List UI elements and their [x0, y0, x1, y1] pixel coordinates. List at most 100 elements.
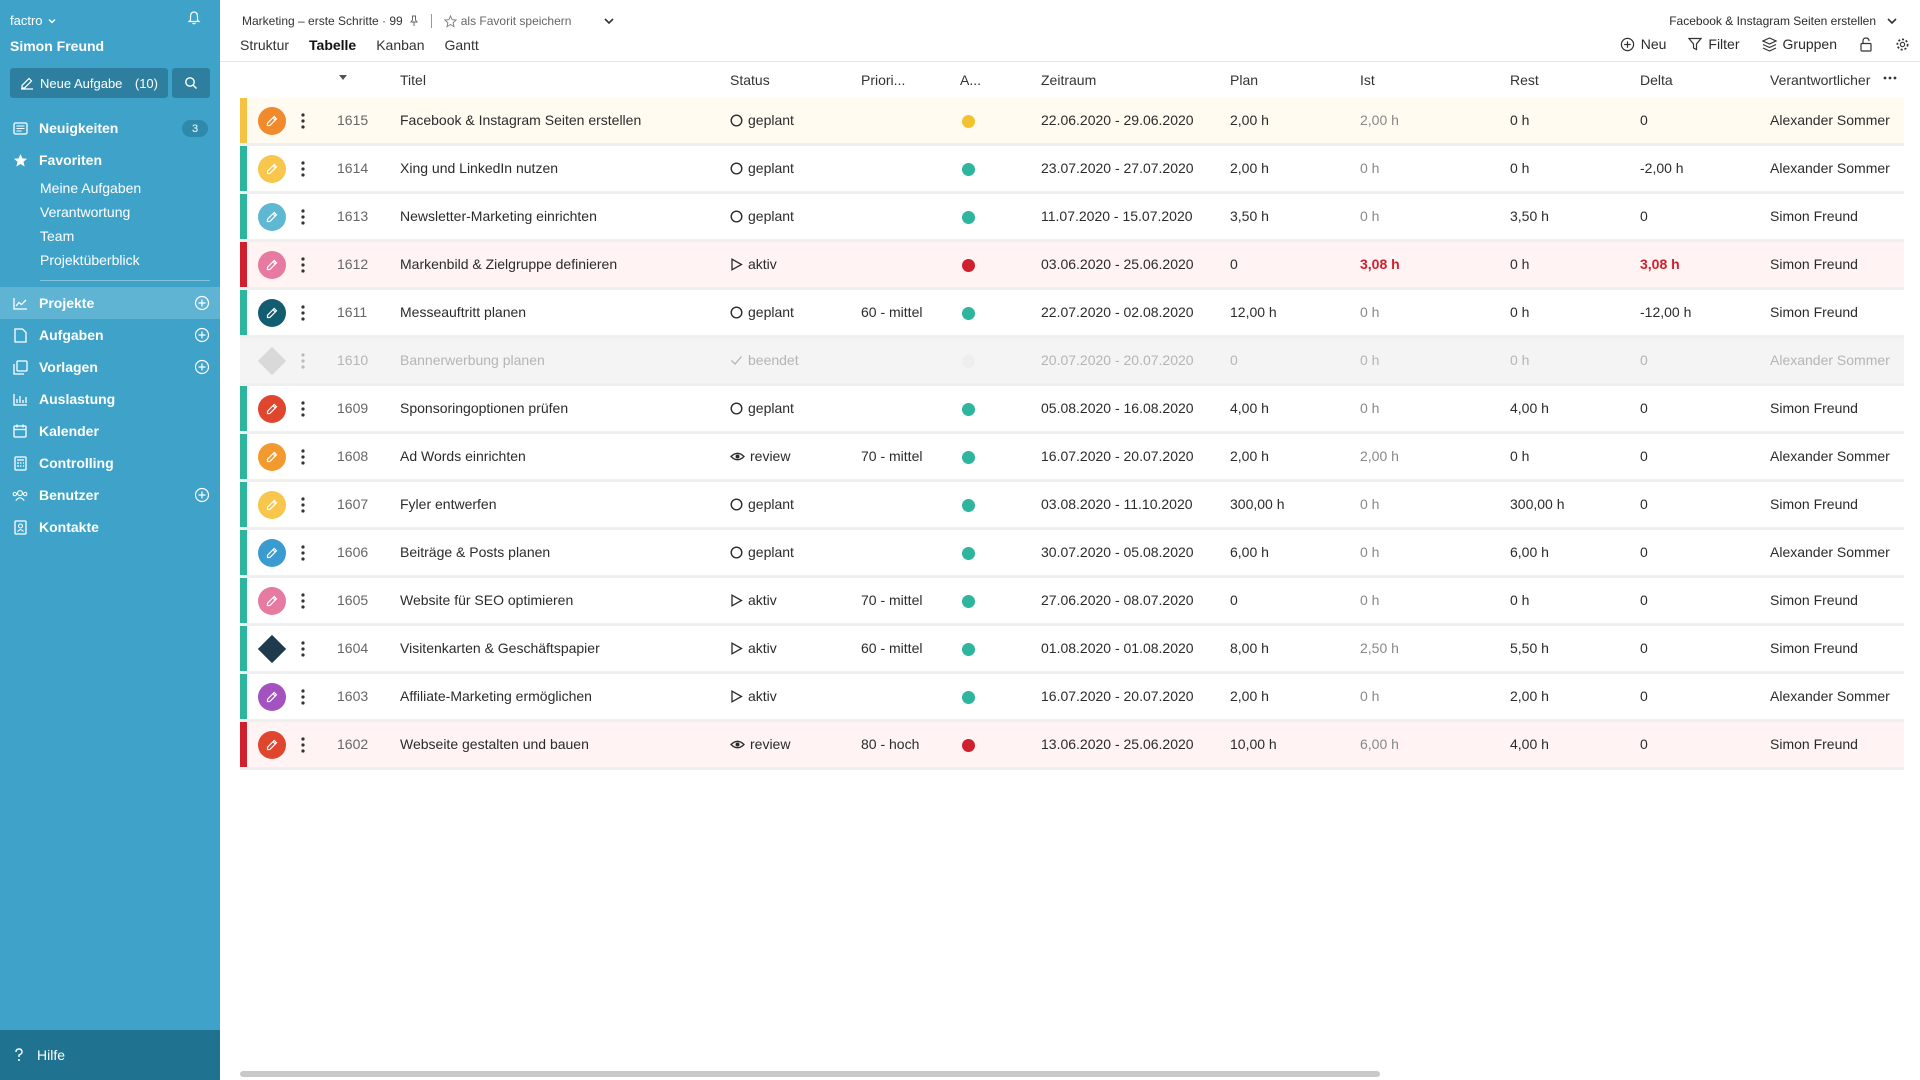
table-row[interactable]: 1614 Xing und LinkedIn nutzen geplant 23…	[240, 146, 1904, 194]
task-status[interactable]: aktiv	[730, 256, 777, 272]
filter-button[interactable]: Filter	[1688, 36, 1740, 52]
task-type-icon[interactable]	[258, 299, 286, 327]
task-type-icon[interactable]	[258, 107, 286, 135]
kebab-menu-icon[interactable]	[300, 351, 306, 371]
task-status[interactable]: geplant	[730, 544, 794, 560]
task-title[interactable]: Messeauftritt planen	[400, 304, 527, 320]
new-button[interactable]: Neu	[1620, 36, 1666, 52]
task-title[interactable]: Webseite gestalten und bauen	[400, 736, 589, 752]
task-type-icon[interactable]	[258, 587, 286, 615]
table-row[interactable]: 1605 Website für SEO optimieren aktiv 70…	[240, 578, 1904, 626]
lock-icon[interactable]	[1859, 36, 1873, 52]
chevron-down-icon[interactable]	[603, 16, 615, 26]
sidebar-subitem-meine-aufgaben[interactable]: Meine Aufgaben	[40, 180, 142, 196]
column-header-ampel[interactable]: A...	[960, 72, 982, 88]
kebab-menu-icon[interactable]	[300, 207, 306, 227]
sidebar-item-kalender[interactable]: Kalender	[0, 415, 220, 447]
task-title[interactable]: Bannerwerbung planen	[400, 352, 545, 368]
task-status[interactable]: geplant	[730, 208, 794, 224]
sidebar-item-favoriten[interactable]: Favoriten	[0, 144, 220, 176]
tab-kanban[interactable]: Kanban	[376, 37, 425, 53]
task-type-icon[interactable]	[258, 155, 286, 183]
task-title[interactable]: Facebook & Instagram Seiten erstellen	[400, 112, 642, 128]
sidebar-subitem-projektueberblick[interactable]: Projektüberblick	[40, 252, 140, 268]
sidebar-search-button[interactable]	[172, 68, 210, 98]
sidebar-item-neuigkeiten[interactable]: Neuigkeiten 3	[0, 112, 220, 144]
task-status[interactable]: geplant	[730, 304, 794, 320]
task-status[interactable]: geplant	[730, 160, 794, 176]
gear-icon[interactable]	[1895, 37, 1910, 52]
tab-tabelle[interactable]: Tabelle	[309, 37, 357, 53]
tab-struktur[interactable]: Struktur	[240, 37, 290, 53]
column-header-titel[interactable]: Titel	[400, 72, 426, 88]
save-favorite-button[interactable]: als Favorit speichern	[443, 14, 571, 28]
task-status[interactable]: aktiv	[730, 688, 777, 704]
kebab-menu-icon[interactable]	[300, 111, 306, 131]
task-type-icon[interactable]	[258, 539, 286, 567]
table-row[interactable]: 1615 Facebook & Instagram Seiten erstell…	[240, 98, 1904, 146]
task-title[interactable]: Ad Words einrichten	[400, 448, 526, 464]
milestone-icon[interactable]	[257, 634, 287, 664]
task-status[interactable]: aktiv	[730, 592, 777, 608]
bell-icon[interactable]	[186, 10, 202, 26]
add-circle-icon[interactable]	[194, 327, 210, 343]
groups-button[interactable]: Gruppen	[1761, 36, 1837, 52]
app-switcher[interactable]: factro	[10, 13, 210, 28]
help-button[interactable]: Hilfe	[0, 1030, 220, 1080]
table-row[interactable]: 1612 Markenbild & Zielgruppe definieren …	[240, 242, 1904, 290]
kebab-menu-icon[interactable]	[300, 543, 306, 563]
task-title[interactable]: Xing und LinkedIn nutzen	[400, 160, 559, 176]
task-title[interactable]: Newsletter-Marketing einrichten	[400, 208, 597, 224]
kebab-menu-icon[interactable]	[300, 447, 306, 467]
column-header-status[interactable]: Status	[730, 72, 770, 88]
table-row[interactable]: 1613 Newsletter-Marketing einrichten gep…	[240, 194, 1904, 242]
milestone-icon[interactable]	[257, 346, 287, 376]
task-type-icon[interactable]	[258, 443, 286, 471]
breadcrumb-project[interactable]: Marketing – erste Schritte · 99	[242, 14, 403, 28]
column-header-prioritaet[interactable]: Priori...	[861, 72, 906, 88]
selected-task-title[interactable]: Facebook & Instagram Seiten erstellen	[1669, 14, 1898, 28]
table-row[interactable]: 1602 Webseite gestalten und bauen review…	[240, 722, 1904, 770]
table-row[interactable]: 1608 Ad Words einrichten review 70 - mit…	[240, 434, 1904, 482]
kebab-menu-icon[interactable]	[300, 639, 306, 659]
table-row[interactable]: 1603 Affiliate-Marketing ermöglichen akt…	[240, 674, 1904, 722]
task-status[interactable]: geplant	[730, 400, 794, 416]
sidebar-item-projekte[interactable]: Projekte	[0, 287, 220, 319]
task-type-icon[interactable]	[258, 731, 286, 759]
table-row[interactable]: 1610 Bannerwerbung planen beendet 20.07.…	[240, 338, 1904, 386]
task-title[interactable]: Website für SEO optimieren	[400, 592, 574, 608]
task-status[interactable]: aktiv	[730, 640, 777, 656]
table-row[interactable]: 1606 Beiträge & Posts planen geplant 30.…	[240, 530, 1904, 578]
task-type-icon[interactable]	[258, 395, 286, 423]
new-task-button[interactable]: Neue Aufgabe (10)	[10, 68, 168, 98]
kebab-menu-icon[interactable]	[300, 159, 306, 179]
task-title[interactable]: Sponsoringoptionen prüfen	[400, 400, 569, 416]
task-type-icon[interactable]	[258, 203, 286, 231]
more-options-icon[interactable]	[1882, 70, 1898, 86]
task-status[interactable]: beendet	[730, 352, 799, 368]
sidebar-item-controlling[interactable]: Controlling	[0, 447, 220, 479]
pin-icon[interactable]	[409, 15, 419, 27]
task-status[interactable]: review	[730, 448, 790, 464]
kebab-menu-icon[interactable]	[300, 591, 306, 611]
column-header-delta[interactable]: Delta	[1640, 72, 1673, 88]
sidebar-item-aufgaben[interactable]: Aufgaben	[0, 319, 220, 351]
kebab-menu-icon[interactable]	[300, 735, 306, 755]
kebab-menu-icon[interactable]	[300, 303, 306, 323]
sort-down-icon[interactable]	[338, 74, 348, 82]
kebab-menu-icon[interactable]	[300, 399, 306, 419]
task-type-icon[interactable]	[258, 251, 286, 279]
tab-gantt[interactable]: Gantt	[444, 37, 479, 53]
task-title[interactable]: Markenbild & Zielgruppe definieren	[400, 256, 618, 272]
task-title[interactable]: Affiliate-Marketing ermöglichen	[400, 688, 592, 704]
task-title[interactable]: Beiträge & Posts planen	[400, 544, 551, 560]
kebab-menu-icon[interactable]	[300, 495, 306, 515]
sidebar-subitem-team[interactable]: Team	[40, 228, 75, 244]
column-header-rest[interactable]: Rest	[1510, 72, 1539, 88]
column-header-ist[interactable]: Ist	[1360, 72, 1375, 88]
kebab-menu-icon[interactable]	[300, 687, 306, 707]
task-status[interactable]: geplant	[730, 496, 794, 512]
sidebar-subitem-verantwortung[interactable]: Verantwortung	[40, 204, 131, 220]
horizontal-scrollbar[interactable]	[240, 1071, 1380, 1077]
task-title[interactable]: Fyler entwerfen	[400, 496, 497, 512]
